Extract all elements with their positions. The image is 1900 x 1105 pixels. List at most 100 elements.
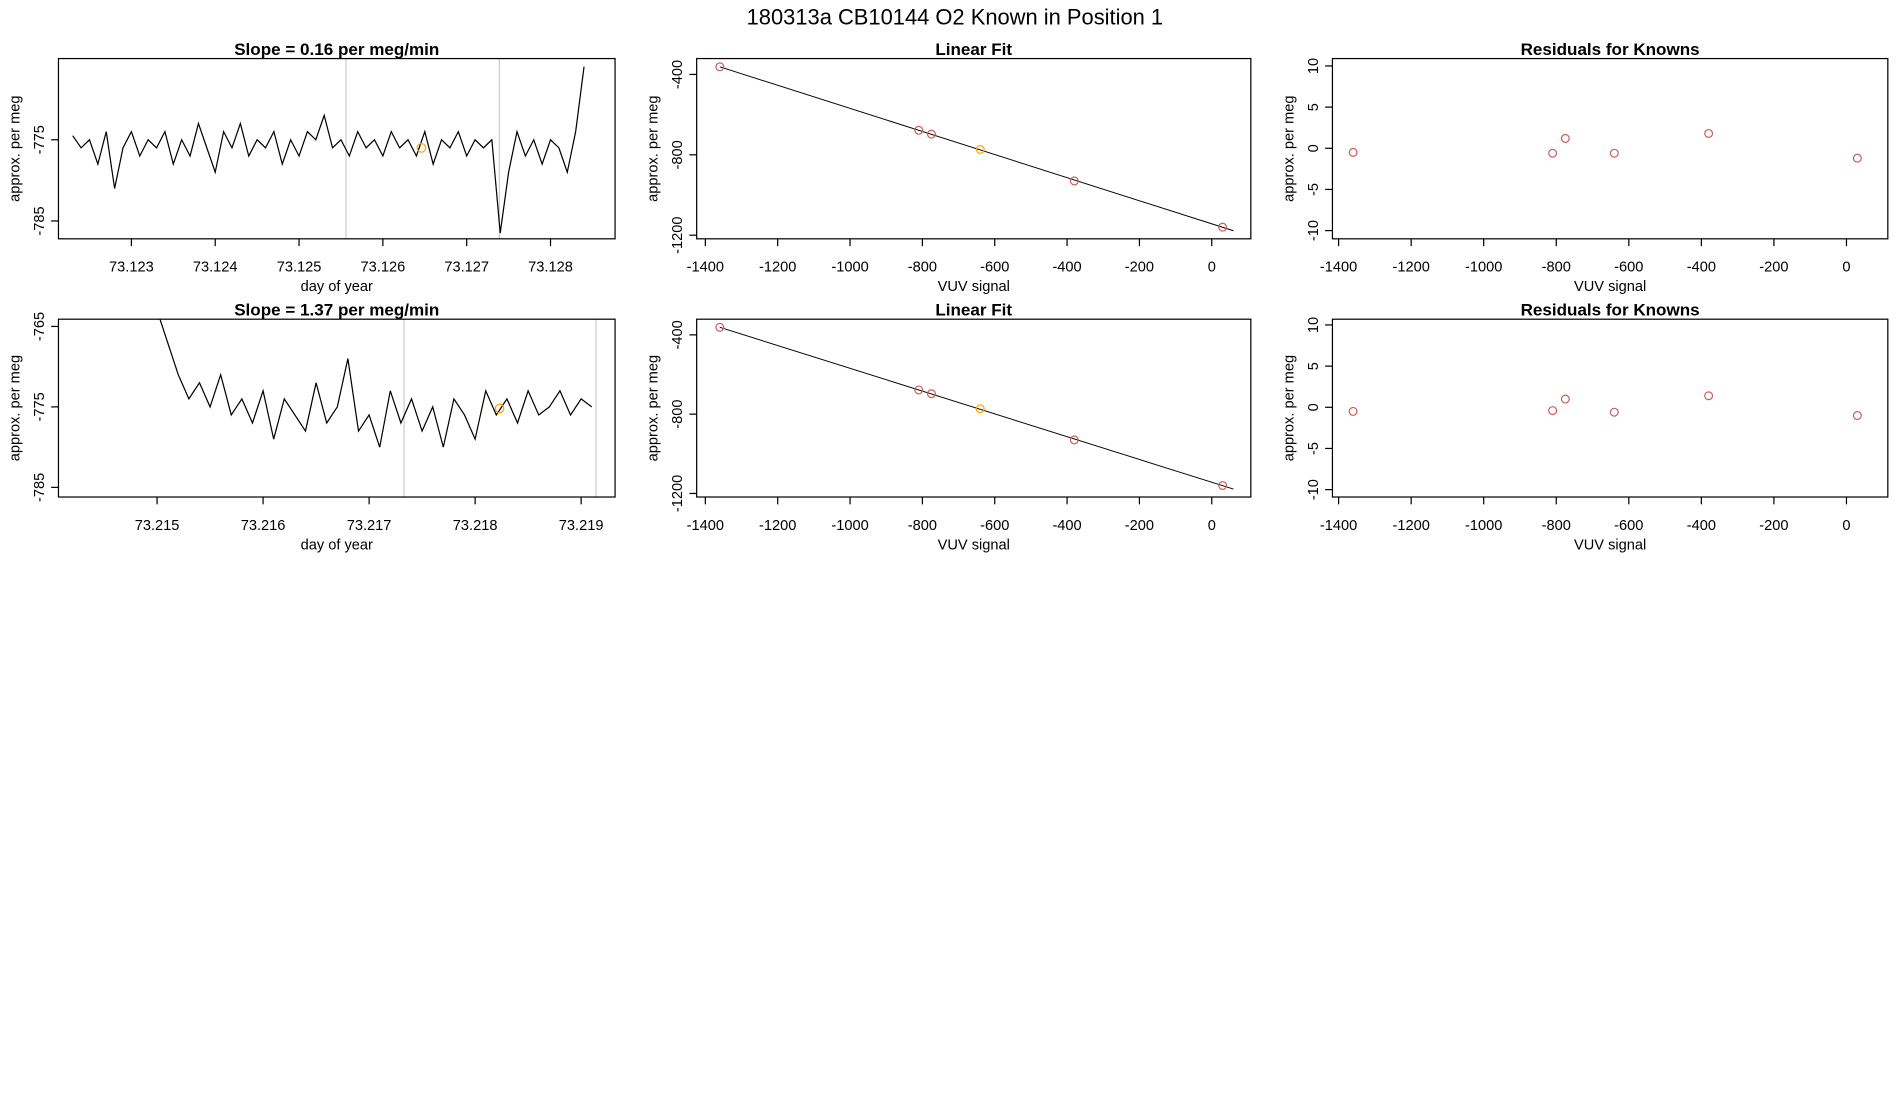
chart-title: Slope = 0.16 per meg/min — [234, 40, 439, 59]
data-point — [1609, 407, 1619, 417]
y-axis-label: approx. per meg — [1281, 355, 1297, 461]
x-tick-label: -1400 — [687, 518, 724, 534]
plot-frame — [1331, 318, 1889, 498]
data-point — [1069, 435, 1079, 445]
y-tick-label: -10 — [1306, 479, 1322, 500]
y-tick-label: -1200 — [670, 475, 686, 512]
x-axis-label: VUV signal — [1574, 279, 1646, 295]
chart-title: Residuals for Knowns — [1521, 40, 1700, 59]
y-tick-label: -400 — [670, 320, 686, 349]
chart-title: Residuals for Knowns — [1521, 301, 1700, 320]
x-tick-label: 0 — [1842, 518, 1850, 534]
x-tick-label: 73.219 — [559, 518, 604, 534]
y-tick-label: -5 — [1306, 442, 1322, 455]
data-point — [1704, 128, 1714, 138]
x-axis-label: VUV signal — [938, 279, 1010, 295]
x-axis-label: day of year — [301, 537, 373, 553]
data-point — [914, 385, 924, 395]
x-tick-label: -400 — [1687, 518, 1716, 534]
data-line — [72, 66, 585, 234]
x-tick-label: -600 — [980, 260, 1009, 276]
y-tick-label: 10 — [1306, 317, 1322, 333]
data-point — [1348, 406, 1358, 416]
y-tick-label: 10 — [1306, 58, 1322, 74]
y-tick-label: -785 — [32, 473, 48, 502]
x-tick-label: -200 — [1759, 260, 1788, 276]
data-point — [926, 129, 936, 139]
x-tick-label: -1000 — [1465, 518, 1502, 534]
x-tick-label: 73.218 — [453, 518, 498, 534]
y-tick-label: 0 — [1306, 403, 1322, 411]
x-axis-label: VUV signal — [1574, 537, 1646, 553]
y-tick-label: 5 — [1306, 103, 1322, 111]
y-axis-label: approx. per meg — [1281, 95, 1297, 201]
y-axis-label: approx. per meg — [7, 95, 23, 201]
data-point — [926, 389, 936, 399]
x-tick-label: -800 — [908, 260, 937, 276]
data-point — [1852, 411, 1862, 421]
x-tick-label: -200 — [1125, 260, 1154, 276]
x-tick-label: 73.128 — [528, 260, 573, 276]
x-tick-label: -800 — [908, 518, 937, 534]
y-axis-label: approx. per meg — [646, 355, 662, 461]
plot-area — [72, 58, 585, 239]
x-tick-label: -1200 — [1392, 518, 1429, 534]
chart-title: Linear Fit — [935, 40, 1012, 59]
x-tick-label: -1200 — [759, 518, 796, 534]
y-tick-label: -10 — [1306, 220, 1322, 241]
data-point — [1548, 406, 1558, 416]
data-point — [1218, 222, 1228, 232]
x-tick-label: -1000 — [831, 260, 868, 276]
plot-frame — [696, 57, 1252, 240]
y-tick-label: -1200 — [670, 217, 686, 254]
plot-area — [715, 62, 1234, 232]
highlight-point — [416, 143, 427, 153]
data-point — [1560, 133, 1570, 143]
x-tick-label: -600 — [1614, 518, 1643, 534]
data-point — [1348, 147, 1358, 157]
data-point — [1609, 148, 1619, 158]
x-tick-label: -800 — [1542, 518, 1571, 534]
data-point — [1548, 148, 1558, 158]
x-tick-label: 73.127 — [444, 260, 489, 276]
plot-frame — [57, 57, 616, 240]
chart-title: Slope = 1.37 per meg/min — [234, 301, 439, 320]
x-tick-label: -200 — [1125, 518, 1154, 534]
plot-area — [159, 319, 597, 498]
data-point — [1069, 176, 1079, 186]
x-tick-label: 73.123 — [109, 260, 154, 276]
y-tick-label: 5 — [1306, 362, 1322, 370]
x-tick-label: 73.215 — [135, 518, 180, 534]
data-point — [1704, 391, 1714, 401]
x-tick-label: -1000 — [1465, 260, 1502, 276]
plot-area — [1348, 391, 1862, 421]
x-tick-label: 73.125 — [277, 260, 322, 276]
data-point — [715, 322, 725, 332]
data-point — [975, 404, 985, 414]
x-tick-label: -600 — [1614, 260, 1643, 276]
data-line — [159, 319, 593, 448]
data-point — [975, 144, 985, 154]
x-tick-label: 73.126 — [361, 260, 406, 276]
y-tick-label: -765 — [32, 312, 48, 341]
x-tick-label: -400 — [1687, 260, 1716, 276]
figure-title: 180313a CB10144 O2 Known in Position 1 — [747, 4, 1164, 29]
data-point — [1852, 153, 1862, 163]
plot-area — [715, 322, 1234, 491]
x-tick-label: -1400 — [687, 260, 724, 276]
x-tick-label: -400 — [1052, 518, 1081, 534]
x-tick-label: -1400 — [1320, 260, 1357, 276]
x-tick-label: -1200 — [1392, 260, 1429, 276]
x-tick-label: -200 — [1759, 518, 1788, 534]
y-tick-label: -785 — [32, 206, 48, 235]
y-tick-label: -775 — [32, 125, 48, 154]
x-tick-label: -600 — [980, 518, 1009, 534]
x-tick-label: -1200 — [759, 260, 796, 276]
x-tick-label: -800 — [1542, 260, 1571, 276]
x-tick-label: 73.217 — [347, 518, 392, 534]
x-tick-label: 0 — [1208, 260, 1216, 276]
x-tick-label: 73.216 — [241, 518, 286, 534]
x-axis-label: VUV signal — [938, 537, 1010, 553]
